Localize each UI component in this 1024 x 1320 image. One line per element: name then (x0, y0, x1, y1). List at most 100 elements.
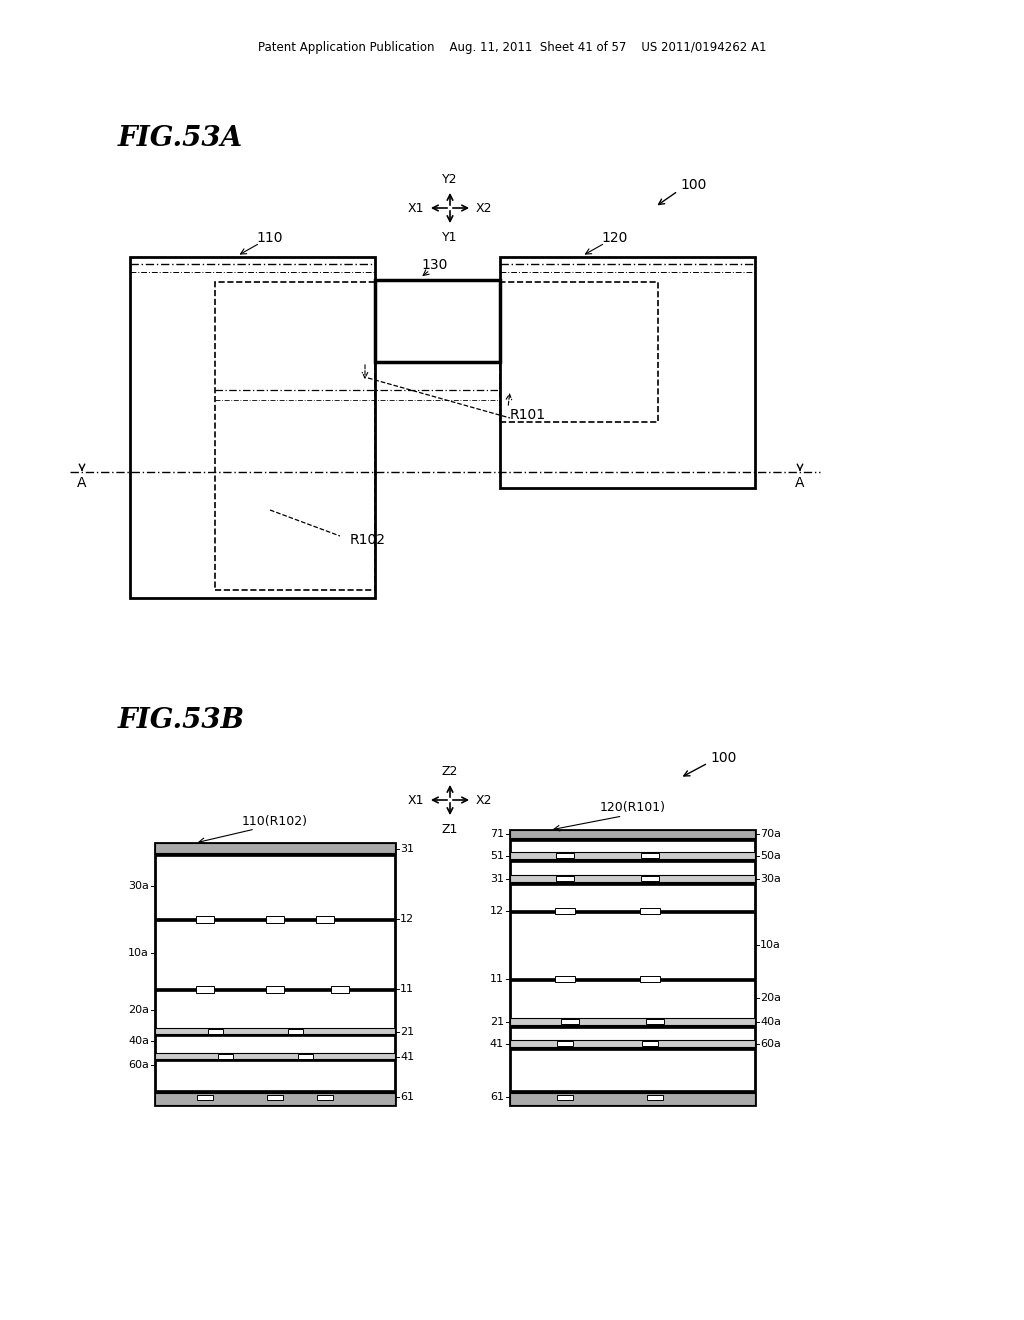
Text: 30a: 30a (128, 880, 150, 891)
Bar (500, 257, 755, 488)
Bar (556, 875, 574, 880)
Bar (196, 986, 214, 993)
Text: A: A (796, 477, 805, 490)
Text: 12: 12 (400, 913, 414, 924)
Text: 60a: 60a (760, 1039, 781, 1049)
Text: Y1: Y1 (442, 231, 458, 244)
Text: 12: 12 (489, 906, 504, 916)
Text: 60a: 60a (128, 1060, 150, 1071)
Text: 10a: 10a (760, 940, 781, 950)
Text: X1: X1 (408, 202, 424, 214)
Bar (316, 916, 334, 923)
Text: 70a: 70a (760, 829, 781, 840)
Text: 61: 61 (400, 1092, 414, 1102)
Bar (641, 875, 659, 880)
Bar (510, 1040, 755, 1047)
Text: Y2: Y2 (442, 173, 458, 186)
Text: 10a: 10a (128, 948, 150, 958)
Bar (197, 1094, 213, 1100)
Bar (266, 916, 284, 923)
Bar (155, 853, 395, 855)
Bar (196, 916, 214, 923)
Text: Z2: Z2 (441, 766, 458, 777)
Text: 110: 110 (257, 231, 284, 246)
Bar (375, 280, 500, 362)
Bar (331, 986, 349, 993)
Bar (557, 1094, 573, 1100)
Bar (208, 1028, 222, 1034)
Bar (640, 975, 660, 982)
Bar (641, 853, 659, 858)
Text: 31: 31 (400, 843, 414, 854)
Bar (155, 1090, 395, 1093)
Bar (317, 1094, 333, 1100)
Text: 11: 11 (490, 974, 504, 983)
Bar (557, 1040, 573, 1045)
Bar (266, 986, 284, 993)
Text: X2: X2 (476, 793, 493, 807)
Text: 120: 120 (602, 231, 628, 246)
Bar (510, 875, 755, 882)
Text: 21: 21 (400, 1027, 414, 1038)
Bar (215, 282, 375, 590)
Bar (510, 1018, 755, 1026)
Bar (510, 1026, 755, 1028)
Bar (640, 908, 660, 913)
Bar (155, 843, 395, 1105)
Text: 130: 130 (422, 257, 449, 272)
Bar (298, 1053, 312, 1059)
Text: X1: X1 (408, 793, 424, 807)
Bar (510, 1093, 755, 1105)
Bar (561, 1019, 579, 1023)
Text: 61: 61 (490, 1092, 504, 1102)
Text: 41: 41 (400, 1052, 414, 1063)
Bar (155, 987, 395, 991)
Bar (155, 1059, 395, 1061)
Bar (510, 1047, 755, 1049)
Bar (510, 851, 755, 859)
Text: FIG.53B: FIG.53B (118, 706, 245, 734)
Text: FIG.53A: FIG.53A (118, 124, 243, 152)
Text: 40a: 40a (128, 1036, 150, 1045)
Bar (217, 1053, 232, 1059)
Text: 31: 31 (490, 874, 504, 884)
Bar (642, 1040, 658, 1045)
Text: A: A (77, 477, 87, 490)
Bar (510, 882, 755, 884)
Text: 50a: 50a (760, 851, 781, 861)
Text: 100: 100 (680, 178, 707, 191)
Bar (646, 1019, 664, 1023)
Bar (555, 908, 575, 913)
Bar (155, 843, 395, 853)
Text: 110(R102): 110(R102) (242, 814, 308, 828)
Bar (155, 917, 395, 921)
Bar (500, 282, 658, 422)
Bar (267, 1094, 283, 1100)
Bar (510, 1090, 755, 1093)
Text: Z1: Z1 (441, 822, 458, 836)
Text: 21: 21 (489, 1016, 504, 1027)
Bar (510, 909, 755, 913)
Bar (647, 1094, 663, 1100)
Bar (510, 859, 755, 862)
Bar (155, 1034, 395, 1036)
Text: X2: X2 (476, 202, 493, 214)
Text: 120(R101): 120(R101) (599, 801, 666, 814)
Text: 71: 71 (489, 829, 504, 840)
Bar (555, 975, 575, 982)
Text: 51: 51 (490, 851, 504, 861)
Bar (288, 1028, 302, 1034)
Bar (510, 838, 755, 841)
Text: 20a: 20a (760, 993, 781, 1003)
Text: 40a: 40a (760, 1016, 781, 1027)
Bar (130, 257, 375, 598)
Text: 100: 100 (710, 751, 736, 766)
Bar (510, 978, 755, 981)
Text: 30a: 30a (760, 874, 781, 884)
Bar (155, 1028, 395, 1034)
Bar (510, 830, 755, 1105)
Text: Patent Application Publication    Aug. 11, 2011  Sheet 41 of 57    US 2011/01942: Patent Application Publication Aug. 11, … (258, 41, 766, 54)
Text: 20a: 20a (128, 1005, 150, 1015)
Text: R102: R102 (350, 533, 386, 546)
Bar (155, 1093, 395, 1105)
